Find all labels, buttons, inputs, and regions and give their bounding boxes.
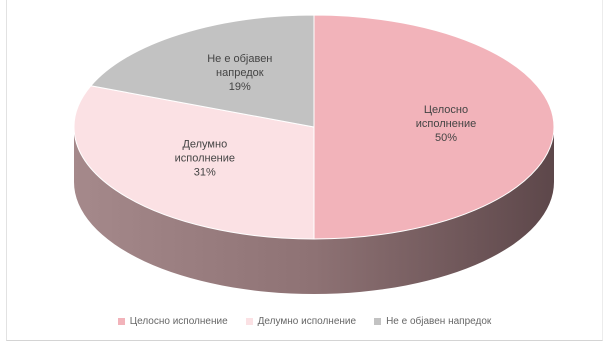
legend-swatch-partial xyxy=(245,318,253,325)
legend-item-none: Не е објавен напредок xyxy=(374,316,491,327)
legend-swatch-full xyxy=(117,318,125,325)
legend-label-full: Целосно исполнение xyxy=(129,316,228,327)
slice-label-partial: Делумно исполнение 31% xyxy=(175,139,235,179)
slice-label-none: Не е објавен напредок 19% xyxy=(207,53,272,93)
pie-side xyxy=(74,127,554,294)
legend-label-partial: Делумно исполнение xyxy=(257,316,357,327)
pie-slice-full xyxy=(313,14,555,240)
chart-legend: Целосно исполнение Делумно исполнение Не… xyxy=(0,316,609,327)
pie-slice-partial xyxy=(73,85,315,240)
legend-item-partial: Делумно исполнение xyxy=(245,316,357,327)
slice-label-full: Целосно исполнение 50% xyxy=(416,104,476,144)
legend-item-full: Целосно исполнение xyxy=(117,316,228,327)
legend-swatch-none xyxy=(374,318,382,325)
pie-slice-none xyxy=(89,14,315,128)
chart-frame xyxy=(6,0,603,341)
legend-label-none: Не е објавен напредок xyxy=(386,316,492,327)
